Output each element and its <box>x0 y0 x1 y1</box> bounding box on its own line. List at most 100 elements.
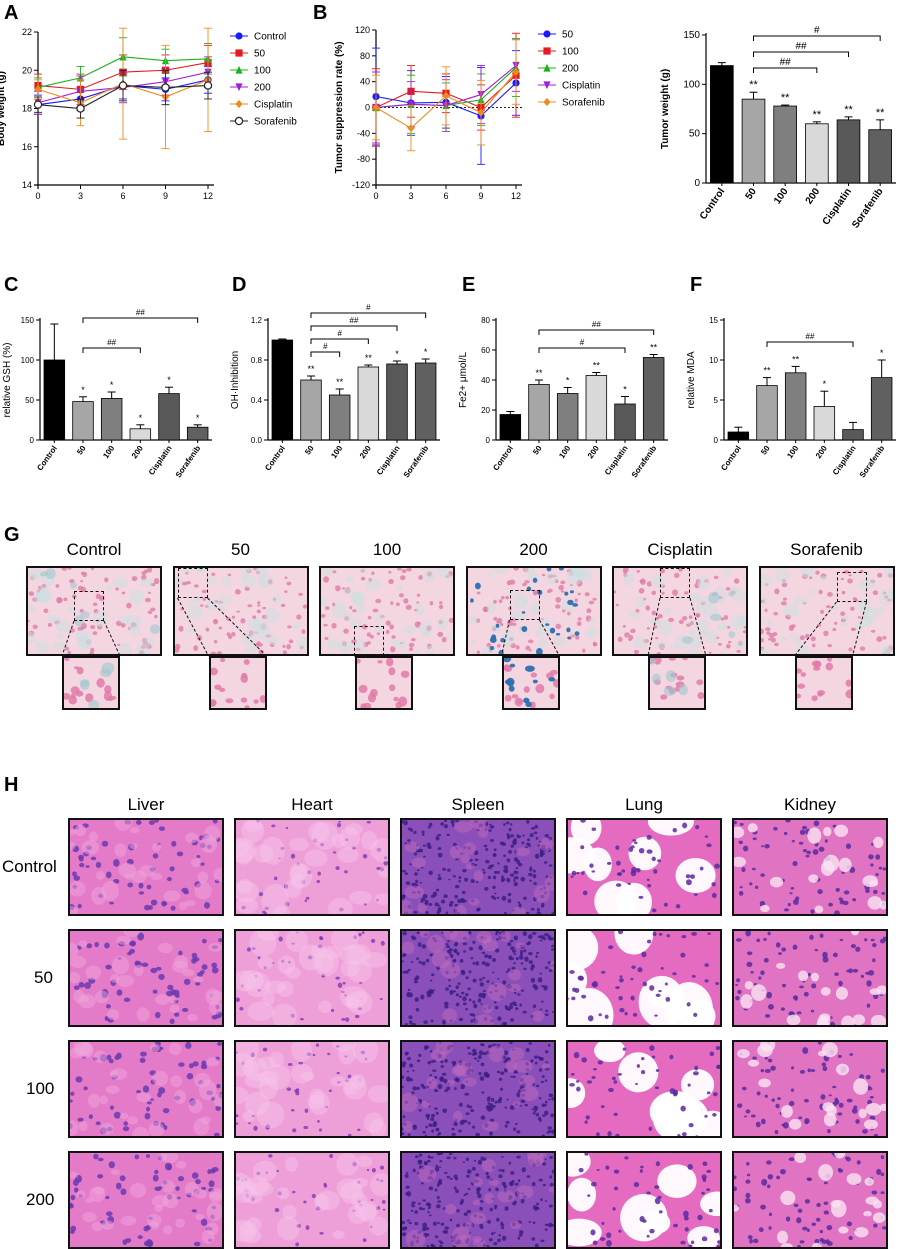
cell <box>624 632 630 638</box>
cell <box>736 1103 743 1108</box>
cell <box>486 1175 491 1179</box>
cell <box>323 1182 327 1186</box>
cell <box>438 604 444 610</box>
cell <box>28 619 30 623</box>
cell <box>488 954 492 959</box>
cell <box>344 838 349 841</box>
cell <box>325 1105 328 1109</box>
cell <box>345 998 359 1009</box>
cell <box>767 1058 773 1063</box>
cell <box>376 1178 380 1181</box>
cell <box>482 606 488 613</box>
cell <box>640 1069 646 1075</box>
cell <box>772 631 777 636</box>
cell <box>594 880 638 914</box>
x-tick-label: Control <box>263 444 287 472</box>
legend-marker <box>235 99 243 109</box>
cell <box>513 857 518 862</box>
cell <box>152 842 162 852</box>
y-tick-label: 20 <box>22 65 32 75</box>
cell <box>402 1061 407 1066</box>
cell <box>105 1085 120 1094</box>
cell <box>568 988 614 1025</box>
cell <box>146 1101 152 1105</box>
cell <box>509 1075 513 1078</box>
cell <box>795 896 800 901</box>
cell <box>672 972 677 976</box>
cell <box>371 571 375 576</box>
cell <box>758 976 762 980</box>
cell <box>282 1205 297 1220</box>
bracket-label: # <box>814 25 820 36</box>
tissue-texture <box>568 931 720 1025</box>
cell <box>426 842 431 848</box>
cell <box>290 1063 314 1084</box>
cell <box>655 636 659 640</box>
cell <box>428 988 433 993</box>
cell <box>100 1123 114 1135</box>
cell <box>526 1175 531 1178</box>
cell <box>744 981 754 990</box>
cell <box>809 636 816 642</box>
significance-mark: ** <box>781 92 790 104</box>
cell <box>55 633 64 640</box>
cell <box>79 862 85 868</box>
cell <box>285 901 290 907</box>
cell <box>275 1169 279 1173</box>
cell <box>290 853 296 859</box>
cell <box>432 1069 437 1072</box>
zoom-region-marker <box>509 590 540 620</box>
cell <box>504 1005 508 1009</box>
cell <box>500 1087 504 1091</box>
cell <box>506 877 511 883</box>
cell <box>587 1194 591 1197</box>
cell <box>211 1167 219 1172</box>
cell <box>678 619 684 625</box>
cell <box>422 630 431 637</box>
cell <box>449 903 453 906</box>
body-weight-line-chart: 1416182022036912DaysBody weight (g)Contr… <box>0 27 297 200</box>
cell <box>158 1087 166 1094</box>
cell <box>510 1018 514 1022</box>
cell <box>410 637 416 642</box>
cell <box>320 843 325 847</box>
cell <box>867 896 883 910</box>
cell <box>424 899 429 905</box>
data-point <box>161 83 170 92</box>
cell <box>340 990 345 994</box>
cell <box>497 870 500 874</box>
cell <box>90 568 95 571</box>
cell <box>335 866 340 871</box>
cell <box>584 626 598 640</box>
cell <box>488 1238 493 1242</box>
cell <box>486 1244 490 1247</box>
cell <box>792 995 799 1000</box>
cell <box>325 606 330 611</box>
bar <box>710 65 734 184</box>
cell <box>640 1165 644 1169</box>
cell <box>754 885 759 889</box>
bracket-label: # <box>323 342 328 351</box>
cell <box>421 1207 426 1211</box>
cell <box>811 643 815 648</box>
cell <box>817 1042 822 1045</box>
cell <box>533 1105 538 1109</box>
cell <box>865 578 875 590</box>
cell <box>749 882 753 886</box>
cell <box>577 617 582 621</box>
cell <box>509 663 515 668</box>
cell <box>52 641 67 651</box>
cell <box>536 1202 540 1206</box>
comparison-bracket <box>82 347 141 353</box>
cell <box>436 1195 440 1200</box>
cell <box>435 888 440 892</box>
cell <box>308 821 330 843</box>
perls-stain-image <box>26 566 162 656</box>
cell <box>516 1130 521 1134</box>
cell <box>362 853 368 859</box>
cell <box>855 946 861 952</box>
cell <box>148 820 155 825</box>
cell <box>517 1236 521 1240</box>
tissue-texture <box>402 820 554 914</box>
cell <box>292 1128 297 1133</box>
